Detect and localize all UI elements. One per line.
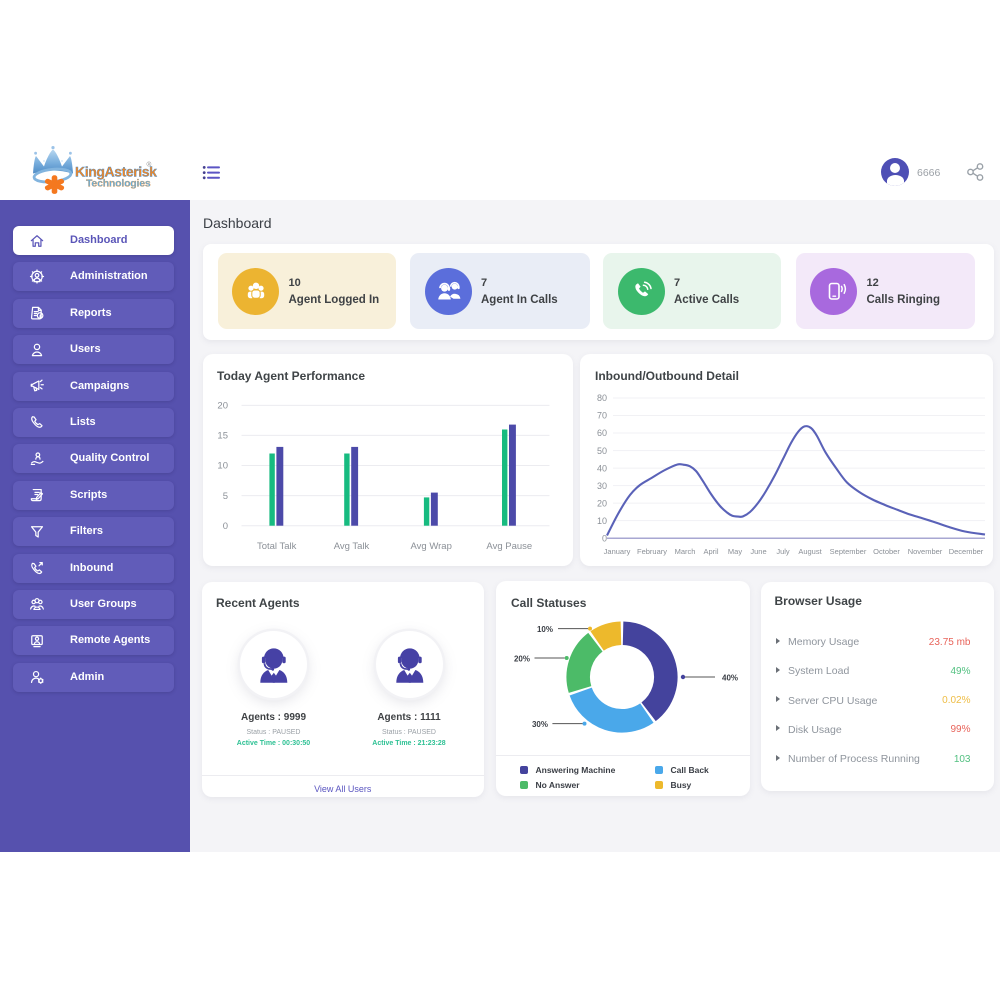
svg-text:80: 80 (597, 393, 607, 403)
svg-text:15: 15 (217, 431, 228, 442)
svg-text:August: August (798, 547, 822, 556)
svg-text:January: January (604, 547, 631, 556)
svg-text:5: 5 (222, 491, 227, 502)
svg-text:December: December (949, 547, 984, 556)
svg-text:40%: 40% (722, 674, 738, 683)
svg-text:Total Talk: Total Talk (256, 541, 296, 552)
svg-text:40: 40 (597, 463, 607, 473)
svg-text:November: November (908, 547, 943, 556)
svg-text:50: 50 (597, 446, 607, 456)
svg-text:30%: 30% (532, 720, 548, 729)
svg-text:0: 0 (222, 521, 227, 532)
svg-text:KingAsterisk: KingAsterisk (75, 164, 157, 180)
svg-text:®: ® (147, 161, 152, 169)
svg-text:Technologies: Technologies (86, 178, 151, 190)
svg-text:Avg Pause: Avg Pause (486, 541, 532, 552)
svg-text:March: March (675, 547, 696, 556)
svg-text:30: 30 (597, 481, 607, 491)
svg-text:September: September (830, 547, 867, 556)
svg-text:February: February (637, 547, 667, 556)
svg-text:June: June (750, 547, 766, 556)
svg-text:20%: 20% (514, 655, 530, 664)
svg-text:10: 10 (597, 516, 607, 526)
svg-text:70: 70 (597, 411, 607, 421)
svg-text:May: May (728, 547, 742, 556)
svg-text:20: 20 (217, 401, 228, 412)
svg-text:April: April (703, 547, 718, 556)
svg-text:Avg Wrap: Avg Wrap (410, 541, 451, 552)
svg-text:0: 0 (602, 533, 607, 543)
svg-text:July: July (776, 547, 790, 556)
svg-text:20: 20 (597, 498, 607, 508)
svg-text:Avg Talk: Avg Talk (333, 541, 369, 552)
svg-text:10: 10 (217, 461, 228, 472)
svg-text:60: 60 (597, 428, 607, 438)
svg-text:10%: 10% (537, 625, 553, 634)
svg-text:October: October (873, 547, 900, 556)
